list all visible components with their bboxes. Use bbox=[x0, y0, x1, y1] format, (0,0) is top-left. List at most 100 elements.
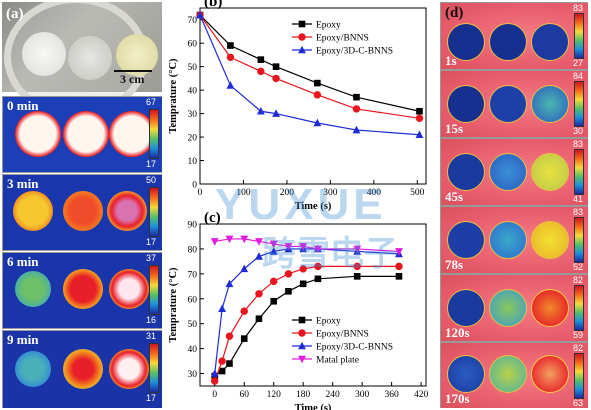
colorbar-min: 27 bbox=[573, 58, 584, 68]
frame-time: 1s bbox=[445, 53, 457, 68]
scale-bar bbox=[114, 70, 152, 72]
hot-disk bbox=[63, 111, 109, 157]
plot-frame bbox=[199, 7, 427, 185]
y-tick-label: 20 bbox=[188, 134, 198, 144]
legend-label: Epoxy/3D-C-BNNS bbox=[316, 47, 393, 57]
x-tick-label: 300 bbox=[323, 188, 338, 198]
frame-time: 170s bbox=[445, 391, 470, 406]
colorbar bbox=[574, 149, 584, 195]
panel-d: (d) 1s 83 27 15s 84 30 45s 83 41 78s 83 … bbox=[440, 2, 588, 408]
colorbar-max: 83 bbox=[573, 3, 584, 13]
sample-disk bbox=[447, 221, 485, 259]
hot-disk bbox=[15, 111, 61, 157]
x-tick-label: 420 bbox=[414, 390, 429, 400]
colorbar bbox=[149, 265, 159, 315]
sample-disk bbox=[447, 355, 485, 393]
data-point bbox=[218, 367, 226, 375]
colorbar bbox=[149, 343, 159, 393]
data-point bbox=[255, 315, 263, 323]
sample-disk bbox=[447, 153, 485, 191]
y-tick-label: 0 bbox=[192, 181, 197, 191]
legend-marker bbox=[298, 45, 306, 54]
data-point bbox=[313, 118, 322, 127]
thermal-frame-170s: 170s 82 63 bbox=[440, 342, 588, 408]
colorbar-max: 37 bbox=[146, 253, 157, 263]
colorbar bbox=[574, 217, 584, 263]
data-point bbox=[284, 270, 293, 278]
colorbar-max: 67 bbox=[146, 97, 157, 107]
thermal-frame-9min: 9 min 31 17 bbox=[2, 330, 162, 408]
data-point bbox=[256, 106, 265, 115]
sample-disk bbox=[447, 289, 485, 327]
colorbar-max: 50 bbox=[146, 175, 157, 185]
sample-photo: (a) 3 cm bbox=[2, 2, 162, 118]
colorbar-min: 17 bbox=[146, 159, 157, 169]
data-point bbox=[415, 114, 424, 122]
colorbar-max: 82 bbox=[573, 275, 584, 285]
data-point bbox=[257, 67, 265, 76]
x-tick-label: 240 bbox=[326, 390, 341, 400]
data-point bbox=[218, 357, 226, 365]
hot-disk bbox=[13, 191, 53, 231]
sample-disk bbox=[531, 153, 569, 191]
x-tick-label: 180 bbox=[296, 390, 311, 400]
chart-b-cooling: 0 100 200 300 400 500 0 10 20 30 40 50 60 70 Time (s) T… bbox=[168, 0, 427, 212]
colorbar-max: 31 bbox=[146, 331, 157, 341]
hot-disk bbox=[63, 349, 103, 389]
data-point bbox=[269, 240, 278, 249]
data-point bbox=[352, 125, 361, 134]
x-axis-label: Time (s) bbox=[295, 403, 332, 410]
data-point bbox=[299, 280, 307, 288]
panel-label: (b) bbox=[204, 0, 222, 10]
legend-label: Epoxy/3D-C-BNNS bbox=[316, 343, 393, 353]
watermark-latin: YUXUE bbox=[215, 180, 387, 229]
legend-label: Matal plate bbox=[316, 356, 359, 366]
data-point bbox=[313, 91, 322, 99]
frame-time: 0 min bbox=[7, 98, 39, 113]
colorbar bbox=[574, 285, 584, 331]
y-tick-label: 70 bbox=[188, 270, 198, 280]
data-point bbox=[225, 279, 234, 288]
thermal-frame-0min: 0 min 67 17 bbox=[2, 96, 162, 173]
frame-time: 45s bbox=[445, 189, 464, 204]
chart-c-heating: 0 60 120 180 240 300 360 420 30 40 50 60 70 80 90 Time … bbox=[168, 212, 429, 410]
data-point bbox=[255, 290, 263, 298]
legend-marker bbox=[298, 33, 306, 41]
series-line-1 bbox=[214, 265, 399, 382]
sample-disk bbox=[489, 153, 527, 191]
y-axis-label: Temprature (°C) bbox=[168, 58, 179, 134]
x-tick-label: 300 bbox=[355, 390, 370, 400]
x-tick-label: 100 bbox=[236, 188, 251, 198]
hot-disk bbox=[63, 191, 103, 231]
y-tick-label: 40 bbox=[188, 87, 198, 97]
data-point bbox=[314, 262, 322, 271]
data-point bbox=[416, 107, 423, 115]
series-line-0 bbox=[199, 14, 420, 112]
sample-disk bbox=[489, 221, 527, 259]
frame-time: 120s bbox=[445, 325, 470, 340]
y-tick-label: 50 bbox=[188, 320, 198, 330]
panel-label: (c) bbox=[204, 212, 221, 226]
data-point bbox=[196, 10, 204, 19]
series-line-3 bbox=[214, 238, 400, 253]
data-point bbox=[272, 63, 280, 70]
sample-disk bbox=[489, 85, 527, 123]
data-point bbox=[240, 335, 248, 342]
sample-disk bbox=[531, 355, 569, 393]
x-tick-label: 200 bbox=[280, 188, 295, 198]
scale-text: 3 cm bbox=[120, 72, 145, 86]
data-point bbox=[255, 252, 263, 260]
data-point bbox=[314, 275, 322, 283]
colorbar-min: 17 bbox=[146, 393, 157, 403]
data-point bbox=[255, 238, 263, 246]
data-point bbox=[395, 273, 403, 280]
colorbar-max: 83 bbox=[573, 207, 584, 217]
y-tick-label: 80 bbox=[188, 245, 198, 255]
x-tick-label: 360 bbox=[384, 390, 399, 400]
hot-disk bbox=[109, 349, 149, 389]
colorbar-max: 83 bbox=[573, 139, 584, 149]
y-tick-label: 40 bbox=[188, 345, 198, 355]
colorbar bbox=[149, 109, 159, 159]
frame-time: 6 min bbox=[7, 254, 39, 269]
hot-disk bbox=[109, 111, 155, 157]
